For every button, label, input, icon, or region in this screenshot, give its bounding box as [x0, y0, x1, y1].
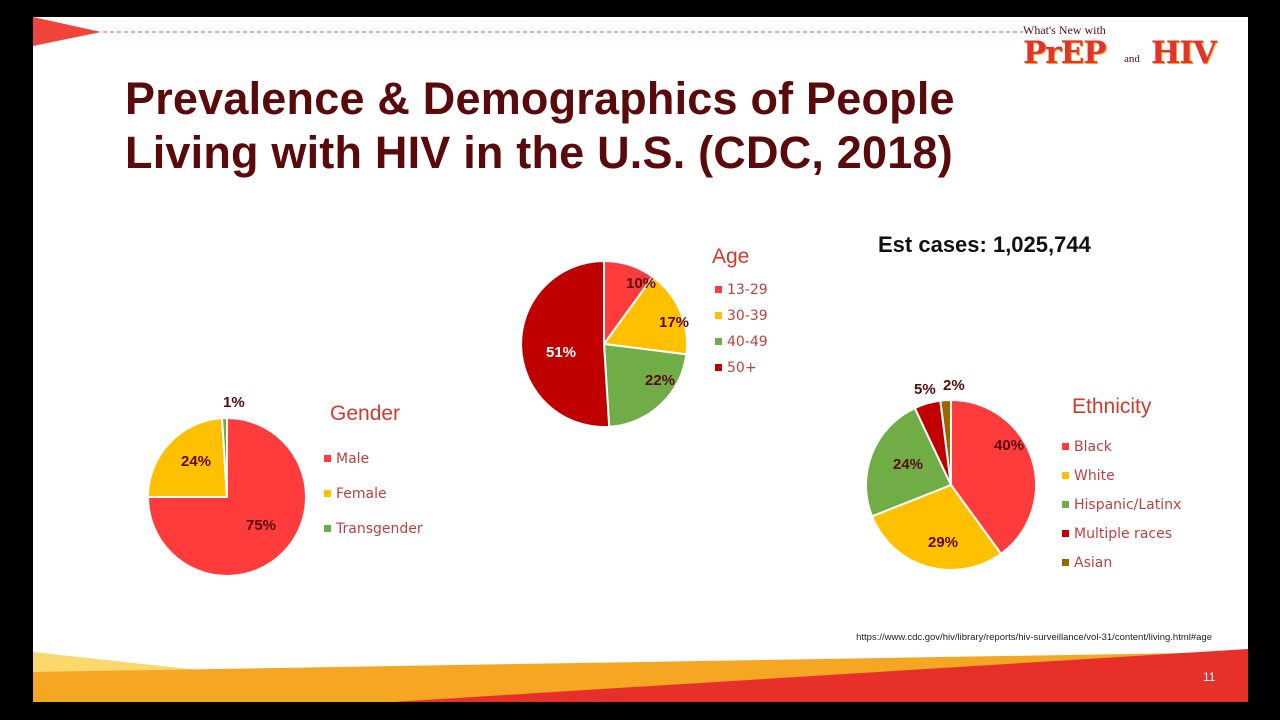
ethnicity-data-label-2: 29%: [928, 534, 958, 551]
gender-data-label-1: 75%: [246, 517, 276, 534]
age-legend-label-13-29: 13-29: [727, 282, 768, 298]
age-slice-40-49: [602, 342, 688, 428]
prep-hiv-logo: What's New with PrEP and HIV: [1023, 23, 1238, 75]
gender-legend-label-transgender: Transgender: [335, 521, 423, 537]
ethnicity-legend-swatch-hispanic-latinx: [1062, 501, 1069, 508]
ethnicity-legend-swatch-black: [1062, 443, 1069, 450]
title-line-2: Living with HIV in the U.S. (CDC, 2018): [125, 127, 953, 178]
gender-legend-swatch-male: [324, 455, 331, 462]
gender-legend-label-female: Female: [336, 486, 387, 502]
gender-slice-female: [146, 417, 229, 498]
ethnicity-chart-title: Ethnicity: [1072, 395, 1152, 418]
gender-data-label-2: 24%: [181, 453, 211, 470]
ethnicity-legend-label-black: Black: [1074, 439, 1113, 455]
ethnicity-legend-label-multiple-races: Multiple races: [1074, 526, 1172, 542]
pie-charts: 75% 24% 1% Gender Male Female Transgender 10% 17…: [146, 245, 1181, 577]
ethnicity-legend-label-white: White: [1074, 468, 1115, 484]
slide: What's New with PrEP and HIV Prevalence …: [33, 17, 1248, 702]
title-line-1: Prevalence & Demographics of People: [125, 73, 955, 124]
logo-top-text: What's New with: [1023, 23, 1106, 37]
gender-legend-label-male: Male: [336, 451, 369, 467]
age-legend-label-30-39: 30-39: [727, 308, 768, 324]
ethnicity-legend-label-asian: Asian: [1074, 555, 1112, 571]
ethnicity-legend-swatch-multiple-races: [1062, 530, 1069, 537]
age-legend-label-50-: 50+: [727, 360, 757, 376]
gender-chart-title: Gender: [330, 402, 400, 425]
ethnicity-data-label-3: 24%: [893, 456, 923, 473]
ethnicity-legend-label-hispanic-latinx: Hispanic/Latinx: [1074, 497, 1181, 513]
ethnicity-legend-swatch-white: [1062, 472, 1069, 479]
page-title: Prevalence & Demographics of People Livi…: [125, 72, 955, 180]
age-legend-swatch-40-49: [715, 338, 722, 345]
ethnicity-data-label-1: 40%: [994, 437, 1024, 454]
ethnicity-slice-hispanic-latinx: [865, 406, 953, 518]
age-legend-swatch-50-: [715, 364, 722, 371]
logo-prep-text: PrEP: [1023, 35, 1107, 71]
age-data-label-3: 22%: [645, 372, 675, 389]
age-legend-swatch-30-39: [715, 312, 722, 319]
age-slice-30-39: [602, 275, 688, 356]
logo-hiv-text: HIV: [1151, 35, 1217, 71]
age-legend-label-40-49: 40-49: [727, 334, 768, 350]
logo-and-text: and: [1124, 53, 1140, 65]
gender-slice-transgender: [220, 416, 228, 498]
ethnicity-slice-black: [950, 398, 1037, 556]
gender-legend-swatch-transgender: [324, 525, 331, 532]
age-chart-title: Age: [712, 245, 749, 268]
page-number: 11: [1203, 670, 1216, 684]
ethnicity-data-label-5: 2%: [943, 377, 965, 394]
gender-data-label-3: 1%: [223, 394, 245, 411]
ethnicity-legend-swatch-asian: [1062, 559, 1069, 566]
age-data-label-4: 51%: [546, 344, 576, 361]
age-data-label-1: 10%: [626, 275, 656, 292]
ethnicity-data-label-4: 5%: [914, 381, 936, 398]
age-legend-swatch-13-29: [715, 286, 722, 293]
gender-legend-swatch-female: [324, 490, 331, 497]
bottom-red-band: [393, 649, 1248, 702]
top-left-red-wedge: [33, 17, 101, 46]
est-cases-text: Est cases: 1,025,744: [878, 232, 1091, 257]
ethnicity-slice-white: [870, 483, 1003, 571]
age-data-label-2: 17%: [659, 314, 689, 331]
age-slice-50-: [520, 259, 611, 428]
source-url[interactable]: https://www.cdc.gov/hiv/library/reports/…: [856, 632, 1212, 643]
slide-decoration: [33, 17, 1248, 702]
ethnicity-slice-asian: [939, 398, 952, 486]
